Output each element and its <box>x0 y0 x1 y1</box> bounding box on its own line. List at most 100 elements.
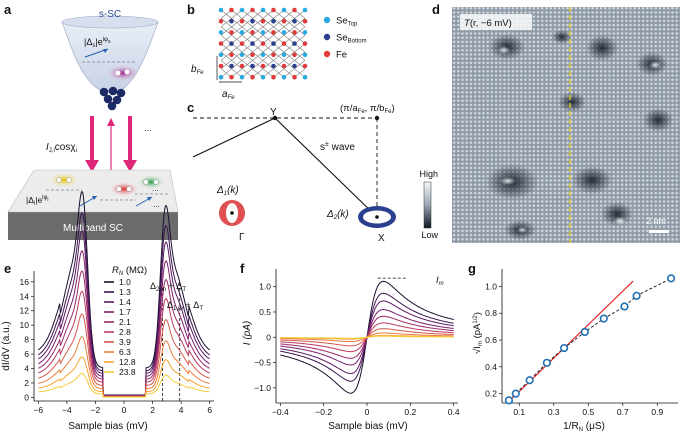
tip-cooper-pair <box>107 65 139 81</box>
fe-atom <box>250 74 255 80</box>
e-legend-label: 23.8 <box>119 367 136 377</box>
e-y-tick-label: 0 <box>24 392 29 402</box>
f-x-tick-label: −0.2 <box>315 407 332 417</box>
e-y-tick-label: 12 <box>20 306 30 316</box>
e-legend-label: 12.8 <box>119 357 136 367</box>
se-atom <box>260 52 266 58</box>
e-y-tick-label: 10 <box>20 320 30 330</box>
fe-atom <box>302 63 308 69</box>
fe-atom <box>239 63 245 69</box>
fe-atom <box>271 52 276 58</box>
tip-title: s-SC <box>99 9 121 20</box>
fe-atom <box>250 30 255 35</box>
legend-label: SeBottom <box>336 33 367 45</box>
panel-label-b: b <box>187 2 195 17</box>
fe-atom <box>271 30 276 35</box>
e-legend-label: 1.7 <box>119 307 131 317</box>
se-atom <box>260 30 266 35</box>
f-ylabel: I (pA) <box>242 321 253 345</box>
se-atom <box>302 52 308 58</box>
e-annot-delta1: Δ1,m + ΔT <box>167 300 203 312</box>
scalebar-label: 2 nm <box>646 216 666 226</box>
e-x-tick-label: −4 <box>62 405 72 415</box>
gamma-label: Γ <box>239 232 245 243</box>
e-legend-label: 6.3 <box>119 347 131 357</box>
e-annot-delta2: Δ2,m + ΔT <box>150 281 186 293</box>
e-legend-label: 1.4 <box>119 297 131 307</box>
IV-curves-marks: −0.4 −0.2 0 0.2 0.4 −1.0 −0.5 0 0.5 1.0 <box>254 269 460 417</box>
e-legend-label: 1.0 <box>119 277 131 287</box>
fe-atom <box>271 7 276 13</box>
se-atom <box>271 41 276 46</box>
se-atom <box>281 52 287 58</box>
se-atom <box>292 18 297 24</box>
fe-atom <box>239 18 245 24</box>
fe-atom <box>229 7 234 13</box>
legend-swatch <box>323 16 331 24</box>
fe-atom <box>292 30 297 35</box>
g-data-point <box>632 291 641 300</box>
fe-atom <box>260 63 266 69</box>
tip-gap-label: |Δs|eiφs <box>84 37 111 49</box>
f-annot-im: Im <box>436 275 444 287</box>
g-ylabel: √Im (pA1/2) <box>472 312 484 354</box>
e-legend-label: 2.1 <box>119 317 131 327</box>
se-atom <box>302 30 308 35</box>
f-y-tick-label: 1.0 <box>259 282 271 292</box>
e-legend-label: 2.8 <box>119 327 131 337</box>
se-atom <box>260 74 266 80</box>
f-series-line <box>280 335 454 339</box>
x-point-label: X <box>378 233 385 244</box>
lattice-legend: SeTop SeBottom Fe <box>323 16 367 61</box>
multiband-substrate-side <box>8 212 178 240</box>
g-y-tick-label: 1.0 <box>485 281 497 291</box>
fe-se-lattice <box>218 7 308 80</box>
g-data-point <box>504 396 514 405</box>
stm-tip <box>61 21 159 93</box>
g-data-point <box>511 389 520 398</box>
se-atom <box>239 7 245 13</box>
sign-change-line <box>274 117 378 218</box>
lattice-b-label: bFe <box>191 64 204 76</box>
g-data-point <box>542 358 551 367</box>
colorbar <box>423 181 432 229</box>
g-xlabel: 1/RN (μS) <box>563 421 605 433</box>
g-y-tick-label: 0.6 <box>485 335 497 345</box>
se-atom <box>281 74 287 80</box>
g-connect-line <box>508 277 672 401</box>
se-atom <box>260 7 266 13</box>
se-atom <box>271 63 276 69</box>
panel-label-g: g <box>468 261 476 276</box>
vortex-features <box>486 30 673 240</box>
fe-atom <box>260 18 266 24</box>
e-x-tick-label: −6 <box>33 405 43 415</box>
fe-atom <box>302 18 308 24</box>
fe-atom <box>218 18 224 24</box>
legend-swatch <box>323 50 331 58</box>
fe-atom <box>292 7 297 13</box>
fe-atom <box>229 30 234 35</box>
se-atom <box>302 74 308 80</box>
fe-atom <box>250 7 255 13</box>
g-data-point <box>620 302 629 311</box>
g-y-tick-label: 0.4 <box>485 362 497 372</box>
band-gap-label: |Δi|eiφi <box>26 195 49 207</box>
e-y-tick-label: 4 <box>24 364 29 374</box>
fe-atom <box>218 41 224 46</box>
se-atom <box>292 41 297 46</box>
colorbar-high-label: High <box>419 169 438 179</box>
se-atom <box>250 18 255 24</box>
e-series-line <box>38 372 210 398</box>
e-y-tick-label: 6 <box>24 349 29 359</box>
se-atom <box>218 52 224 58</box>
e-xlabel: Sample bias (mV) <box>68 421 147 432</box>
e-legend-title: RN (MΩ) <box>112 265 147 277</box>
f-x-tick-label: 0.2 <box>404 407 416 417</box>
se-atom <box>239 52 245 58</box>
sign-change-line-left <box>192 117 276 158</box>
f-y-tick-label: −1.0 <box>254 383 271 393</box>
e-legend-label: 3.9 <box>119 337 131 347</box>
e-ylabel: dI/dV (a.u.) <box>1 321 12 370</box>
lattice-panel-b: SeTop SeBottom Fe bFe aFe <box>191 7 367 101</box>
fe-atom <box>229 74 234 80</box>
